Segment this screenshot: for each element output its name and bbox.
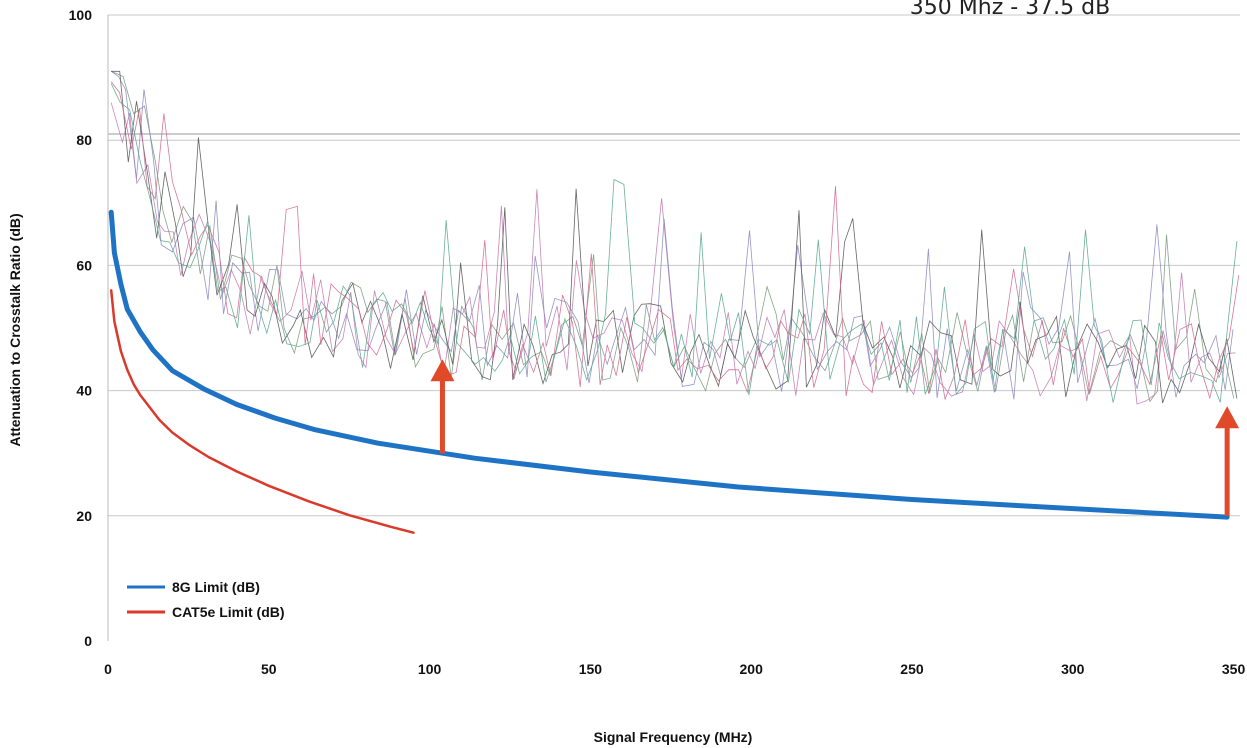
measurement-trace-4 xyxy=(111,70,1238,404)
y-axis-title: Attenuation to Crosstalk Ratio (dB) xyxy=(7,213,23,446)
measurement-trace-1 xyxy=(111,70,1235,403)
y-tick-label-20: 20 xyxy=(76,508,92,524)
y-tick-label-40: 40 xyxy=(76,383,92,399)
arrow-head-1 xyxy=(430,359,455,382)
x-axis-title: Signal Frequency (MHz) xyxy=(594,729,753,745)
gridlines xyxy=(108,14,1240,517)
arrow-head-2 xyxy=(1215,406,1240,429)
limit-series xyxy=(108,209,1230,534)
x-tick-label-300: 300 xyxy=(1061,661,1085,677)
y-tick-label-60: 60 xyxy=(76,257,92,273)
legend-label-8g: 8G Limit (dB) xyxy=(172,579,260,595)
x-tick-label-0: 0 xyxy=(104,661,112,677)
x-tick-label-250: 250 xyxy=(900,661,924,677)
y-tick-label-100: 100 xyxy=(69,7,93,23)
measurement-trace-3 xyxy=(110,70,1234,400)
measurement-trace-2 xyxy=(110,102,1236,405)
annotation-text: 350 Mhz - 37.5 dB xyxy=(910,0,1110,20)
measurement-traces xyxy=(110,70,1240,405)
y-tick-label-80: 80 xyxy=(76,132,92,148)
x-tick-label-50: 50 xyxy=(261,661,277,677)
annotation-arrows xyxy=(430,359,1240,516)
x-tick-label-150: 150 xyxy=(579,661,603,677)
measurement-trace-6 xyxy=(110,83,1238,403)
x-tick-label-200: 200 xyxy=(740,661,764,677)
legend: 8G Limit (dB) CAT5e Limit (dB) xyxy=(127,579,285,620)
legend-label-cat5e: CAT5e Limit (dB) xyxy=(172,604,285,620)
series-line-8g-limit xyxy=(108,209,1230,520)
tick-labels: 0 20 40 60 80 100 0 50 100 150 200 250 300 350 xyxy=(69,7,1246,677)
series-line-cat5e-limit xyxy=(109,289,415,534)
y-tick-label-0: 0 xyxy=(84,633,92,649)
x-tick-label-100: 100 xyxy=(418,661,442,677)
measurement-trace-5 xyxy=(110,81,1240,401)
x-tick-label-350: 350 xyxy=(1222,661,1246,677)
